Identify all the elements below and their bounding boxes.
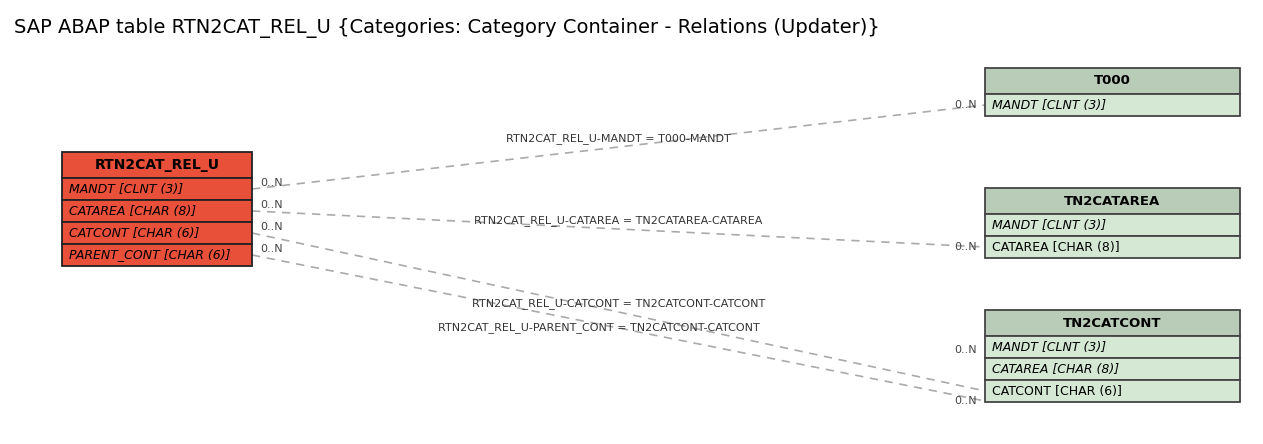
Text: CATAREA [CHAR (8)]: CATAREA [CHAR (8)]	[69, 205, 196, 218]
Text: MANDT [CLNT (3)]: MANDT [CLNT (3)]	[991, 99, 1106, 111]
Bar	[985, 94, 1240, 116]
Text: TN2CATAREA: TN2CATAREA	[1065, 194, 1161, 207]
Text: 0..N: 0..N	[955, 100, 978, 110]
Bar	[985, 68, 1240, 94]
Text: 0..N: 0..N	[955, 242, 978, 252]
Text: RTN2CAT_REL_U-CATAREA = TN2CATAREA-CATAREA: RTN2CAT_REL_U-CATAREA = TN2CATAREA-CATAR…	[475, 215, 763, 226]
Bar	[985, 236, 1240, 258]
Text: CATCONT [CHAR (6)]: CATCONT [CHAR (6)]	[991, 385, 1122, 397]
Text: MANDT [CLNT (3)]: MANDT [CLNT (3)]	[991, 218, 1106, 231]
Text: RTN2CAT_REL_U-PARENT_CONT = TN2CATCONT-CATCONT: RTN2CAT_REL_U-PARENT_CONT = TN2CATCONT-C…	[437, 322, 759, 333]
Text: 0..N: 0..N	[260, 244, 283, 254]
Bar	[985, 380, 1240, 402]
Text: 0..N: 0..N	[955, 345, 978, 355]
Text: TN2CATCONT: TN2CATCONT	[1063, 317, 1162, 329]
Bar	[62, 244, 253, 266]
Bar	[62, 222, 253, 244]
Text: RTN2CAT_REL_U-MANDT = T000-MANDT: RTN2CAT_REL_U-MANDT = T000-MANDT	[506, 134, 731, 144]
Text: RTN2CAT_REL_U: RTN2CAT_REL_U	[95, 158, 220, 172]
Bar	[985, 310, 1240, 336]
Bar	[985, 214, 1240, 236]
Text: CATAREA [CHAR (8)]: CATAREA [CHAR (8)]	[991, 241, 1119, 254]
Bar	[62, 152, 253, 178]
Text: 0..N: 0..N	[260, 222, 283, 232]
Text: T000: T000	[1094, 75, 1130, 87]
Text: MANDT [CLNT (3)]: MANDT [CLNT (3)]	[69, 182, 183, 195]
Text: MANDT [CLNT (3)]: MANDT [CLNT (3)]	[991, 341, 1106, 353]
Bar	[985, 336, 1240, 358]
Text: CATCONT [CHAR (6)]: CATCONT [CHAR (6)]	[69, 226, 200, 239]
Text: 0..N: 0..N	[260, 200, 283, 210]
Text: RTN2CAT_REL_U-CATCONT = TN2CATCONT-CATCONT: RTN2CAT_REL_U-CATCONT = TN2CATCONT-CATCO…	[472, 298, 765, 309]
Bar	[62, 178, 253, 200]
Text: 0..N: 0..N	[260, 178, 283, 188]
Bar	[985, 188, 1240, 214]
Text: SAP ABAP table RTN2CAT_REL_U {Categories: Category Container - Relations (Update: SAP ABAP table RTN2CAT_REL_U {Categories…	[14, 18, 880, 38]
Text: PARENT_CONT [CHAR (6)]: PARENT_CONT [CHAR (6)]	[69, 249, 231, 262]
Text: CATAREA [CHAR (8)]: CATAREA [CHAR (8)]	[991, 362, 1119, 376]
Bar	[985, 358, 1240, 380]
Text: 0..N: 0..N	[955, 396, 978, 406]
Bar	[62, 200, 253, 222]
